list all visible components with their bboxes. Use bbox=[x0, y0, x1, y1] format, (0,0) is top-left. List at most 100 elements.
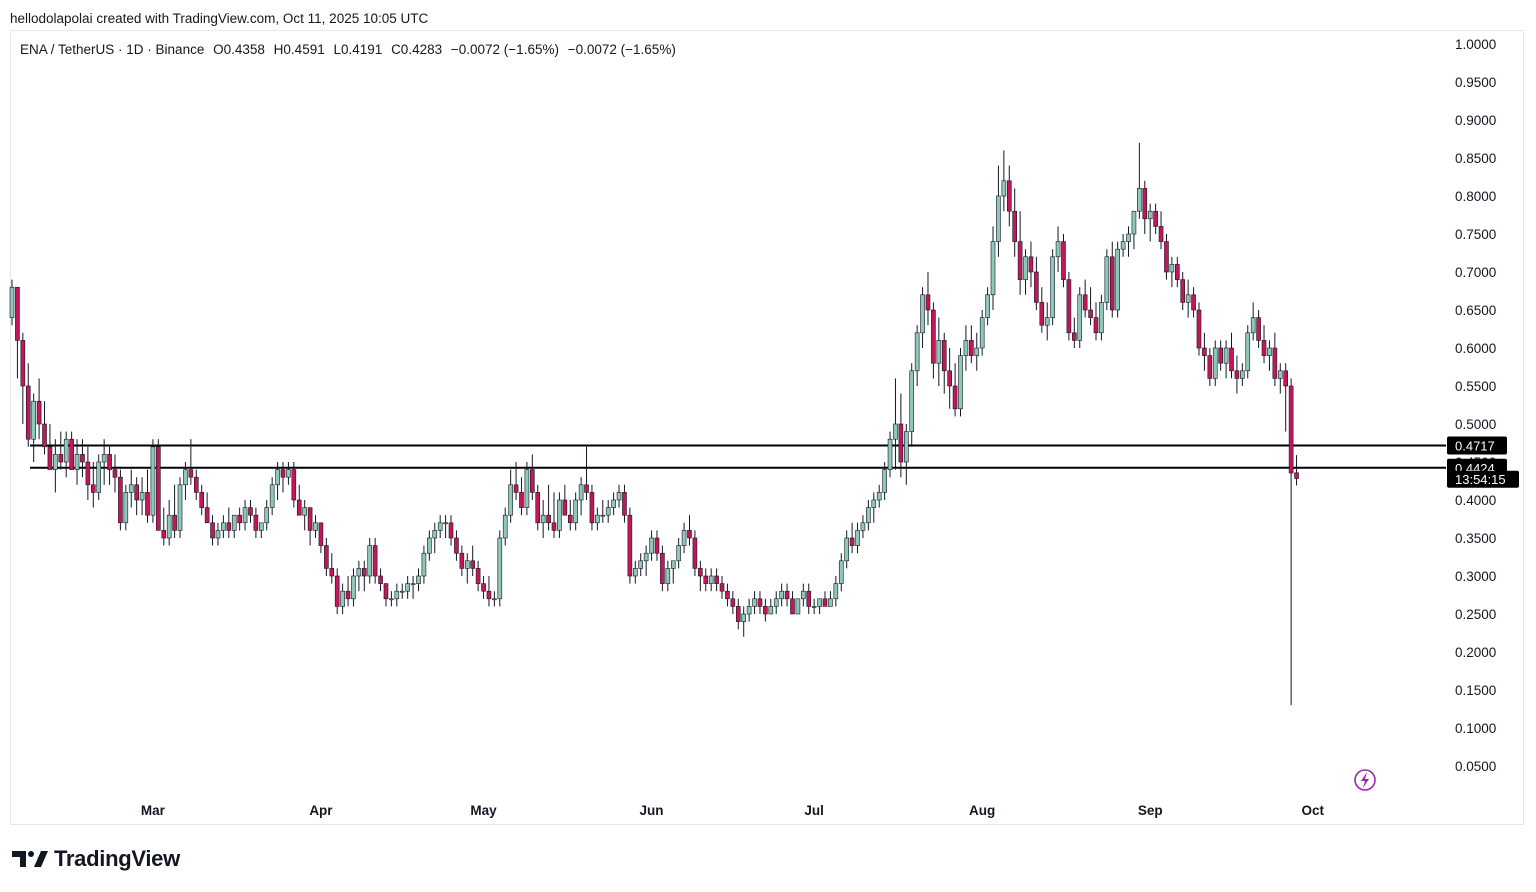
candle-up bbox=[356, 568, 362, 577]
candle-up bbox=[963, 340, 969, 356]
countdown-label: 13:54:15 bbox=[1455, 472, 1506, 487]
time-axis[interactable]: Mar Apr May Jun Jul Aug Sep Oct bbox=[141, 803, 1325, 818]
candle-up bbox=[101, 454, 107, 463]
candle-up bbox=[389, 598, 394, 601]
candle-down bbox=[535, 492, 541, 524]
candle-up bbox=[768, 606, 774, 615]
candle-up bbox=[1104, 256, 1110, 303]
candle-up bbox=[903, 431, 909, 463]
candle-up bbox=[9, 286, 15, 318]
candle-down bbox=[1082, 294, 1088, 311]
candle-down bbox=[237, 514, 242, 524]
y-tick-label: 0.3500 bbox=[1455, 531, 1496, 546]
candle-down bbox=[296, 499, 302, 516]
candle-up bbox=[1126, 233, 1131, 242]
candle-up bbox=[866, 507, 871, 524]
logo-wordmark: TradingView bbox=[54, 846, 180, 871]
candle-down bbox=[969, 340, 974, 356]
candle-down bbox=[551, 522, 557, 531]
candle-down bbox=[925, 294, 931, 311]
candle-up bbox=[1137, 188, 1142, 212]
price-axis[interactable]: 1.0000 0.9500 0.9000 0.8500 0.8000 0.7500 0.70… bbox=[1455, 37, 1496, 774]
candle-down bbox=[145, 492, 150, 516]
candle-up bbox=[405, 583, 410, 592]
candle-down bbox=[654, 537, 660, 554]
candle-up bbox=[394, 590, 400, 600]
change-value-2: −0.0072 (−1.65%) bbox=[567, 42, 676, 57]
tradingview-logo[interactable]: TradingView bbox=[12, 846, 180, 872]
y-tick-label: 0.1000 bbox=[1455, 721, 1496, 736]
horizontal-lines[interactable] bbox=[30, 444, 1446, 469]
candles[interactable] bbox=[9, 142, 1299, 706]
candle-up bbox=[231, 514, 237, 531]
candle-down bbox=[513, 484, 519, 493]
candle-down bbox=[692, 537, 698, 569]
candle-up bbox=[286, 469, 291, 478]
candle-down bbox=[1256, 317, 1261, 341]
candle-up bbox=[497, 537, 503, 600]
candle-down bbox=[562, 499, 568, 516]
symbol-name[interactable]: ENA / TetherUS · 1D · Binance bbox=[20, 42, 205, 57]
y-tick-label: 0.8000 bbox=[1455, 189, 1496, 204]
candle-up bbox=[464, 560, 470, 569]
price-tag-0-4717 bbox=[1447, 436, 1507, 455]
candle-down bbox=[1066, 279, 1072, 334]
candle-down bbox=[725, 590, 730, 600]
candle-down bbox=[698, 568, 703, 577]
candle-down bbox=[1012, 210, 1018, 242]
candle-up bbox=[264, 507, 270, 524]
candle-up bbox=[139, 492, 145, 501]
candle-down bbox=[931, 309, 936, 364]
candle-down bbox=[486, 590, 492, 600]
candle-up bbox=[605, 507, 611, 516]
candle-down bbox=[1028, 256, 1034, 273]
candle-down bbox=[567, 514, 573, 524]
candle-down bbox=[730, 598, 736, 607]
y-tick-label: 0.5500 bbox=[1455, 379, 1496, 394]
candle-down bbox=[481, 583, 486, 592]
candle-up bbox=[1169, 264, 1175, 273]
x-tick-label: Aug bbox=[969, 803, 995, 818]
candle-up bbox=[817, 598, 822, 607]
candle-down bbox=[1294, 472, 1299, 479]
candle-down bbox=[324, 545, 329, 569]
candle-down bbox=[952, 385, 958, 410]
candle-up bbox=[215, 530, 221, 539]
candle-down bbox=[253, 514, 259, 531]
candle-down bbox=[1164, 241, 1169, 273]
candle-down bbox=[703, 575, 709, 584]
candle-down bbox=[25, 385, 31, 440]
candle-down bbox=[687, 530, 692, 539]
candle-down bbox=[757, 598, 763, 607]
symbol-legend: ENA / TetherUS · 1D · Binance O0.4358 H0… bbox=[20, 42, 681, 57]
candle-down bbox=[790, 598, 795, 615]
candle-down bbox=[1175, 264, 1180, 280]
candle-down bbox=[172, 514, 177, 531]
candle-up bbox=[557, 499, 562, 531]
y-tick-label: 0.1500 bbox=[1455, 683, 1496, 698]
candle-up bbox=[242, 507, 248, 524]
candle-down bbox=[1272, 347, 1278, 379]
y-tick-label: 0.3000 bbox=[1455, 569, 1496, 584]
candle-up bbox=[920, 294, 925, 334]
candle-up bbox=[1185, 294, 1191, 303]
candle-down bbox=[1207, 355, 1213, 379]
candle-down bbox=[448, 522, 454, 539]
candle-down bbox=[107, 454, 112, 470]
candle-up bbox=[990, 241, 996, 296]
candle-up bbox=[351, 575, 356, 600]
candle-down bbox=[1202, 347, 1207, 356]
lightning-icon[interactable] bbox=[1354, 769, 1376, 791]
candle-up bbox=[524, 469, 530, 508]
candle-up bbox=[432, 530, 438, 539]
candle-up bbox=[540, 514, 546, 524]
candle-down bbox=[329, 568, 335, 577]
open-value: O0.4358 bbox=[213, 42, 265, 57]
candle-up bbox=[340, 590, 345, 607]
candle-up bbox=[795, 598, 801, 615]
candle-up bbox=[1055, 241, 1061, 258]
candle-up bbox=[221, 522, 226, 531]
candle-down bbox=[58, 454, 64, 463]
candle-up bbox=[828, 598, 833, 607]
